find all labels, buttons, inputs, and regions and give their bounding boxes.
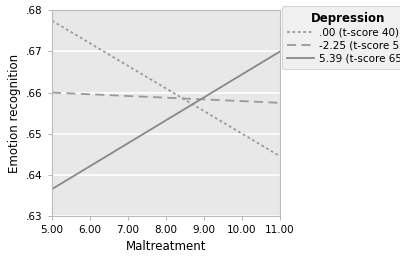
Legend: .00 (t-score 40), -2.25 (t-score 55), 5.39 (t-score 65): .00 (t-score 40), -2.25 (t-score 55), 5.…: [282, 6, 400, 69]
Y-axis label: Emotion recognition: Emotion recognition: [8, 54, 21, 173]
X-axis label: Maltreatment: Maltreatment: [126, 240, 206, 253]
